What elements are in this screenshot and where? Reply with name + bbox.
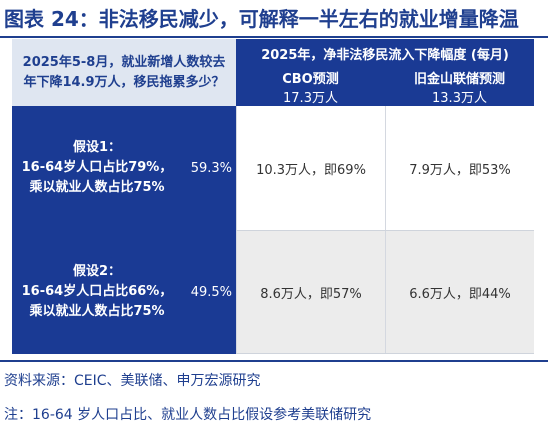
header-cbo-label: CBO预测 xyxy=(236,67,385,87)
table-bottom-line xyxy=(236,353,534,354)
assumption-2-line-1: 假设2： xyxy=(72,264,122,279)
header-main: 2025年，净非法移民流入下降幅度 (每月) xyxy=(236,39,534,67)
bottom-rule xyxy=(0,360,548,362)
assumption-2-line-3: 乘以就业人数占比75% xyxy=(29,304,165,319)
assumption-1-line-2: 16-64岁人口占比79%， xyxy=(21,160,173,175)
row-1-cbo-cell: 10.3万人，即69% xyxy=(236,106,385,230)
top-rule xyxy=(0,36,548,38)
row-2-cbo-cell: 8.6万人，即57% xyxy=(236,230,385,354)
assumption-row-2: 假设2： 16-64岁人口占比66%， 乘以就业人数占比75% 49.5% xyxy=(12,230,236,354)
row-divider xyxy=(236,230,534,231)
header-cbo-value: 17.3万人 xyxy=(236,87,385,106)
footnote: 注：16-64 岁人口占比、就业人数占比假设参考美联储研究 xyxy=(4,407,372,423)
assumption-2-line-2: 16-64岁人口占比66%， xyxy=(21,284,173,299)
assumption-2-label: 假设2： 16-64岁人口占比66%， 乘以就业人数占比75% xyxy=(18,262,176,322)
assumption-row-1: 假设1： 16-64岁人口占比79%， 乘以就业人数占比75% 59.3% xyxy=(12,106,236,230)
assumption-2-pct: 49.5% xyxy=(190,284,232,300)
header-sf-label: 旧金山联储预测 xyxy=(385,67,534,87)
assumption-1-label: 假设1： 16-64岁人口占比79%， 乘以就业人数占比75% xyxy=(18,138,176,198)
header-sf-value: 13.3万人 xyxy=(385,87,534,106)
question-cell: 2025年5-8月，就业新增人数较去年下降14.9万人，移民拖累多少？ xyxy=(12,39,236,106)
source-note: 资料来源：CEIC、美联储、申万宏源研究 xyxy=(4,373,261,389)
figure-title: 图表 24：非法移民减少，可解释一半左右的就业增量降温 xyxy=(4,7,519,31)
row-2-sf-cell: 6.6万人，即44% xyxy=(385,230,534,354)
assumption-1-line-3: 乘以就业人数占比75% xyxy=(29,180,165,195)
assumption-1-pct: 59.3% xyxy=(190,160,232,176)
row-1-sf-cell: 7.9万人，即53% xyxy=(385,106,534,230)
assumption-1-line-1: 假设1： xyxy=(72,140,122,155)
